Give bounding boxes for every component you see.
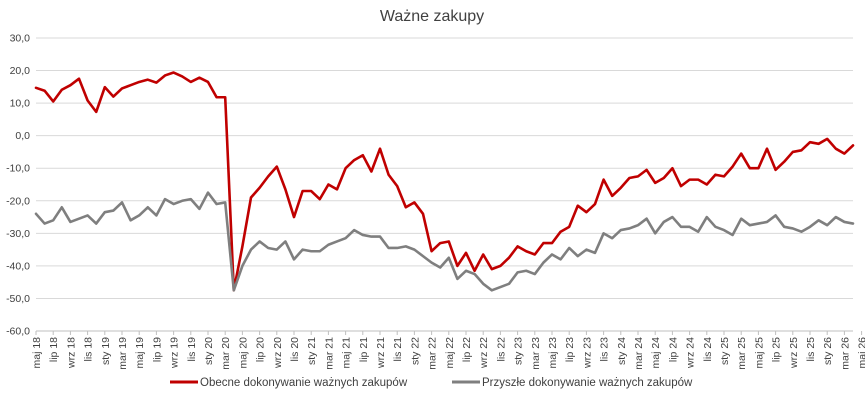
series-line-1	[34, 71, 855, 292]
x-tick-label: lis 25	[805, 337, 817, 362]
legend: Obecne dokonywanie ważnych zakupów Przysz…	[170, 377, 693, 389]
x-tick-label: lip 25	[771, 337, 783, 362]
chart-title: Ważne zakupy	[380, 8, 484, 25]
x-tick-label: sty 25	[719, 337, 731, 365]
y-tick-label: -50,0	[6, 293, 30, 305]
series-line-2	[34, 191, 855, 292]
x-tick-label: maj 22	[444, 337, 456, 369]
x-tick-label: maj 20	[237, 337, 249, 369]
x-tick-label: lip 23	[564, 337, 576, 362]
x-tick-label: maj 25	[753, 337, 765, 369]
x-tick-label: lip 19	[151, 337, 163, 362]
x-tick-label: sty 20	[203, 337, 215, 365]
x-tick-label: lis 23	[599, 337, 611, 362]
legend-label: Przyszłe dokonywanie ważnych zakupów	[482, 377, 693, 389]
y-tick-label: -20,0	[6, 195, 30, 207]
x-tick-label: wrz 24	[685, 337, 697, 369]
x-tick-label: wrz 23	[581, 337, 593, 369]
x-tick-label: wrz 19	[169, 337, 181, 369]
x-tick-label: mar 23	[530, 337, 542, 370]
x-tick-label: lip 18	[48, 337, 60, 362]
x-tick-label: lip 20	[255, 337, 267, 362]
series-lines	[34, 71, 855, 292]
x-tick-label: mar 21	[323, 337, 335, 370]
x-tick-label: sty 26	[822, 337, 834, 365]
x-tick-label: mar 22	[427, 337, 439, 370]
x-tick-label: maj 23	[547, 337, 559, 369]
x-tick-label: sty 22	[409, 337, 421, 365]
y-tick-label: -60,0	[6, 326, 30, 338]
x-tick-label: wrz 21	[375, 337, 387, 369]
x-tick-label: wrz 20	[272, 337, 284, 369]
y-tick-label: -30,0	[6, 228, 30, 240]
y-tick-label: 10,0	[10, 98, 31, 110]
y-tick-label: 0,0	[15, 130, 30, 142]
x-tick-label: mar 25	[736, 337, 748, 370]
x-tick-label: maj 19	[134, 337, 146, 369]
x-tick-label: sty 19	[100, 337, 112, 365]
x-tick-label: wrz 25	[788, 337, 800, 369]
x-tick-label: sty 21	[306, 337, 318, 365]
x-tick-label: lip 22	[461, 337, 473, 362]
y-tick-label: -40,0	[6, 260, 30, 272]
x-tick-label: lip 24	[667, 337, 679, 362]
x-tick-label: lis 19	[186, 337, 198, 362]
x-tick-label: mar 19	[117, 337, 129, 370]
x-tick-label: mar 20	[220, 337, 232, 370]
x-tick-label: maj 26	[857, 337, 865, 369]
y-tick-label: -10,0	[6, 163, 30, 175]
x-tick-label: mar 24	[633, 337, 645, 370]
x-tick-label: lis 21	[392, 337, 404, 362]
x-tick-label: maj 21	[341, 337, 353, 369]
x-tick-label: lis 20	[289, 337, 301, 362]
x-tick-label: maj 18	[31, 337, 43, 369]
x-tick-label: lis 18	[83, 337, 95, 362]
x-tick-label: maj 24	[650, 337, 662, 369]
x-tick-label: mar 26	[839, 337, 851, 370]
x-tick-label: wrz 22	[478, 337, 490, 369]
x-tick-label: sty 23	[513, 337, 525, 365]
legend-label: Obecne dokonywanie ważnych zakupów	[200, 377, 408, 389]
x-tick-label: lis 24	[702, 337, 714, 362]
x-tick-label: lis 22	[495, 337, 507, 362]
axes: 30,0 20,0 10,0 0,0 -10,0 -20,0 -30,0 -40,0 -50,0…	[6, 33, 865, 370]
x-tick-label: sty 24	[616, 337, 628, 365]
y-tick-label: 20,0	[10, 65, 31, 77]
y-tick-label: 30,0	[10, 33, 31, 45]
x-tick-label: wrz 18	[65, 337, 77, 369]
x-tick-label: lip 21	[358, 337, 370, 362]
